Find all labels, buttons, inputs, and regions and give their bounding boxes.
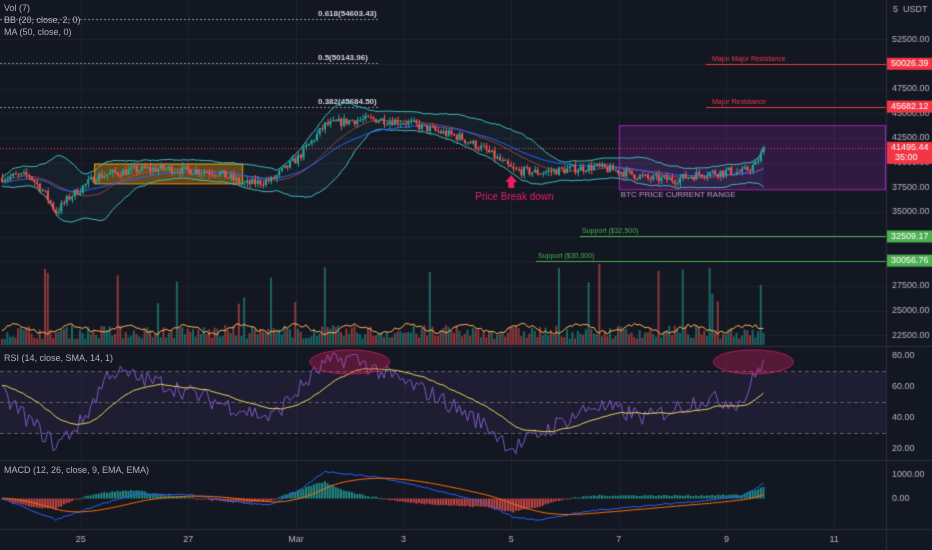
macd-legend[interactable]: MACD (12, 26, close, 9, EMA, EMA) bbox=[4, 465, 150, 475]
vol-legend[interactable]: Vol (7) bbox=[4, 3, 31, 13]
ma-legend[interactable]: MA (50, close, 0) bbox=[4, 27, 72, 37]
main-indicator-legend: Vol (7) BB (20, close, 2, 0) MA (50, clo… bbox=[4, 2, 81, 38]
rsi-legend[interactable]: RSI (14, close, SMA, 14, 1) bbox=[4, 353, 114, 363]
bb-legend[interactable]: BB (20, close, 2, 0) bbox=[4, 15, 81, 25]
